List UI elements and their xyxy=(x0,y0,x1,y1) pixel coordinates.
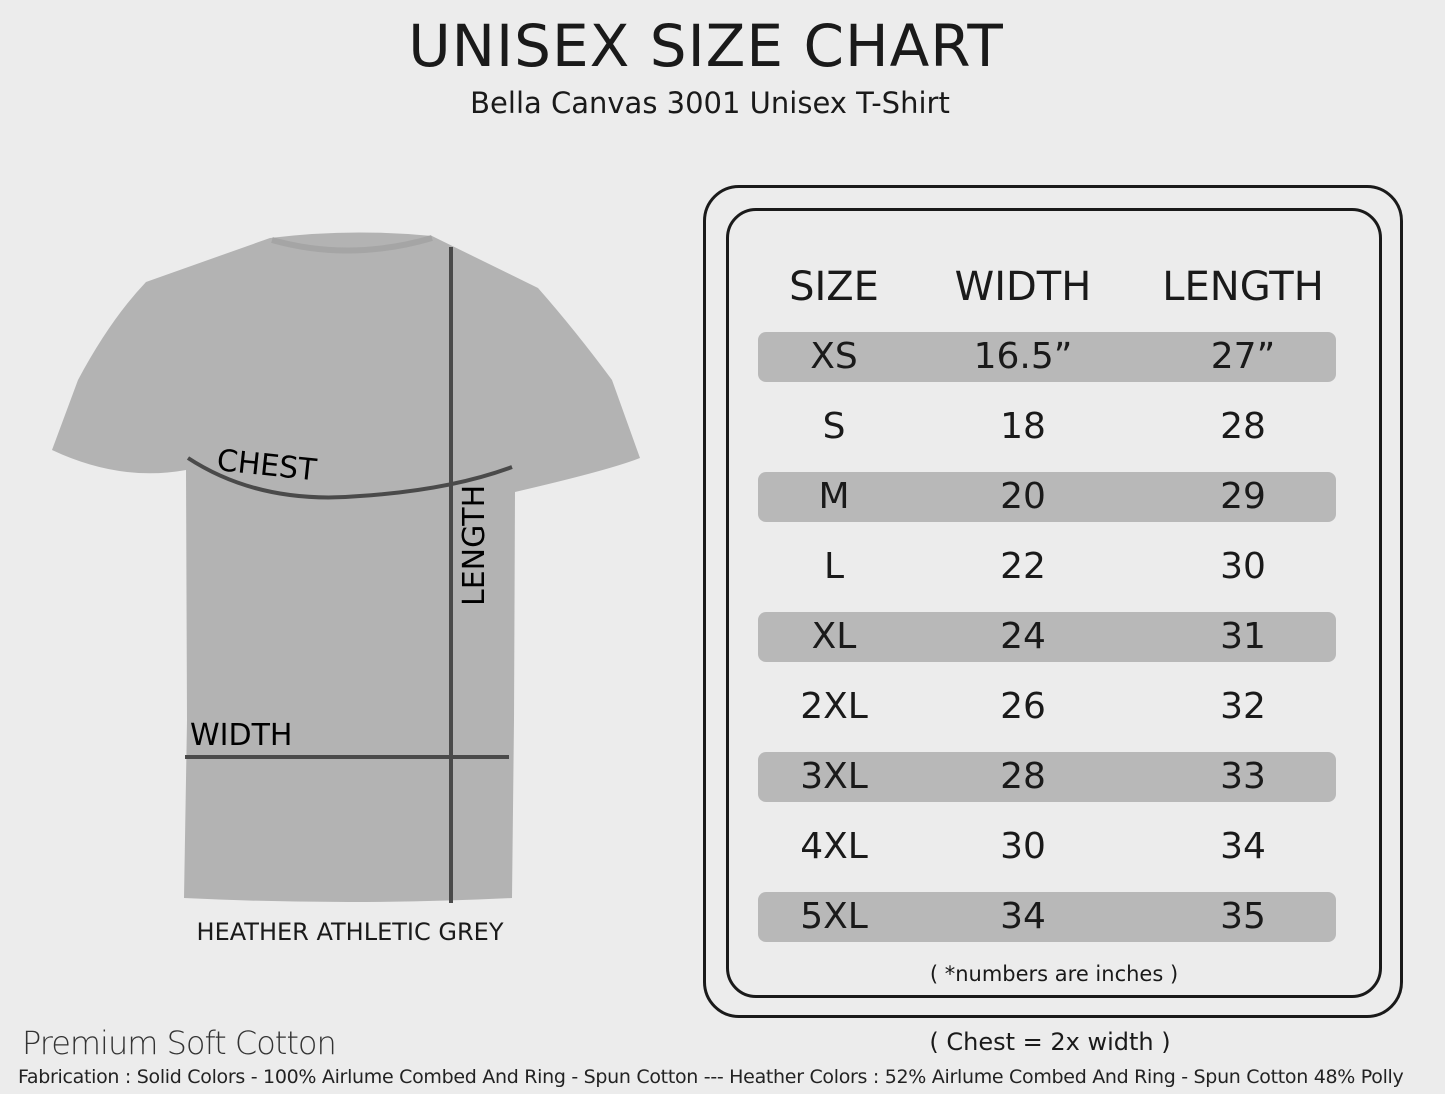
cell-length: 29 xyxy=(1220,476,1266,517)
cell-size: S xyxy=(822,406,846,447)
fabrication-info: Fabrication : Solid Colors - 100% Airlum… xyxy=(18,1066,1404,1088)
cell-width: 20 xyxy=(1000,476,1046,517)
cell-width: 22 xyxy=(1000,546,1046,587)
cell-size: XL xyxy=(811,616,857,657)
cell-size: 5XL xyxy=(800,896,868,937)
page-title: UNISEX SIZE CHART xyxy=(408,12,1004,80)
tshirt-collar xyxy=(271,235,433,254)
row-stripe xyxy=(758,752,1336,802)
cell-length: 33 xyxy=(1220,756,1266,797)
cell-length: 27” xyxy=(1210,336,1276,377)
cell-length: 30 xyxy=(1220,546,1266,587)
cell-width: 34 xyxy=(1000,896,1046,937)
row-stripe xyxy=(758,332,1336,382)
shirt-color-name: HEATHER ATHLETIC GREY xyxy=(196,918,504,946)
units-note: ( *numbers are inches ) xyxy=(929,962,1179,986)
row-stripe xyxy=(758,892,1336,942)
cell-width: 30 xyxy=(1000,826,1046,867)
table-outer-frame xyxy=(703,185,1403,1018)
table-inner-frame xyxy=(726,208,1382,998)
cell-width: 18 xyxy=(1000,406,1046,447)
chest-line xyxy=(186,456,513,500)
cell-width: 24 xyxy=(1000,616,1046,657)
cell-length: 31 xyxy=(1220,616,1266,657)
chest-note: ( Chest = 2x width ) xyxy=(929,1028,1171,1056)
cell-size: XS xyxy=(810,336,858,377)
cell-size: M xyxy=(818,476,850,517)
cell-size: L xyxy=(823,546,845,587)
page-subtitle: Bella Canvas 3001 Unisex T-Shirt xyxy=(470,86,950,120)
cell-size: 4XL xyxy=(800,826,868,867)
header-size: SIZE xyxy=(789,264,879,310)
header-length: LENGTH xyxy=(1162,264,1324,310)
cell-length: 32 xyxy=(1220,686,1266,727)
row-stripe xyxy=(758,612,1336,662)
cell-length: 28 xyxy=(1220,406,1266,447)
cell-width: 16.5” xyxy=(973,336,1073,377)
width-label: WIDTH xyxy=(190,718,293,753)
cell-length: 34 xyxy=(1220,826,1266,867)
cell-width: 28 xyxy=(1000,756,1046,797)
premium-tagline: Premium Soft Cotton xyxy=(22,1024,337,1062)
length-label: LENGTH xyxy=(457,485,492,606)
cell-length: 35 xyxy=(1220,896,1266,937)
row-stripe xyxy=(758,472,1336,522)
tshirt-shape xyxy=(52,232,640,902)
tshirt-illustration: CHEST LENGTH WIDTH xyxy=(52,232,640,903)
cell-size: 2XL xyxy=(800,686,868,727)
header-width: WIDTH xyxy=(954,264,1092,310)
cell-width: 26 xyxy=(1000,686,1046,727)
cell-size: 3XL xyxy=(800,756,868,797)
